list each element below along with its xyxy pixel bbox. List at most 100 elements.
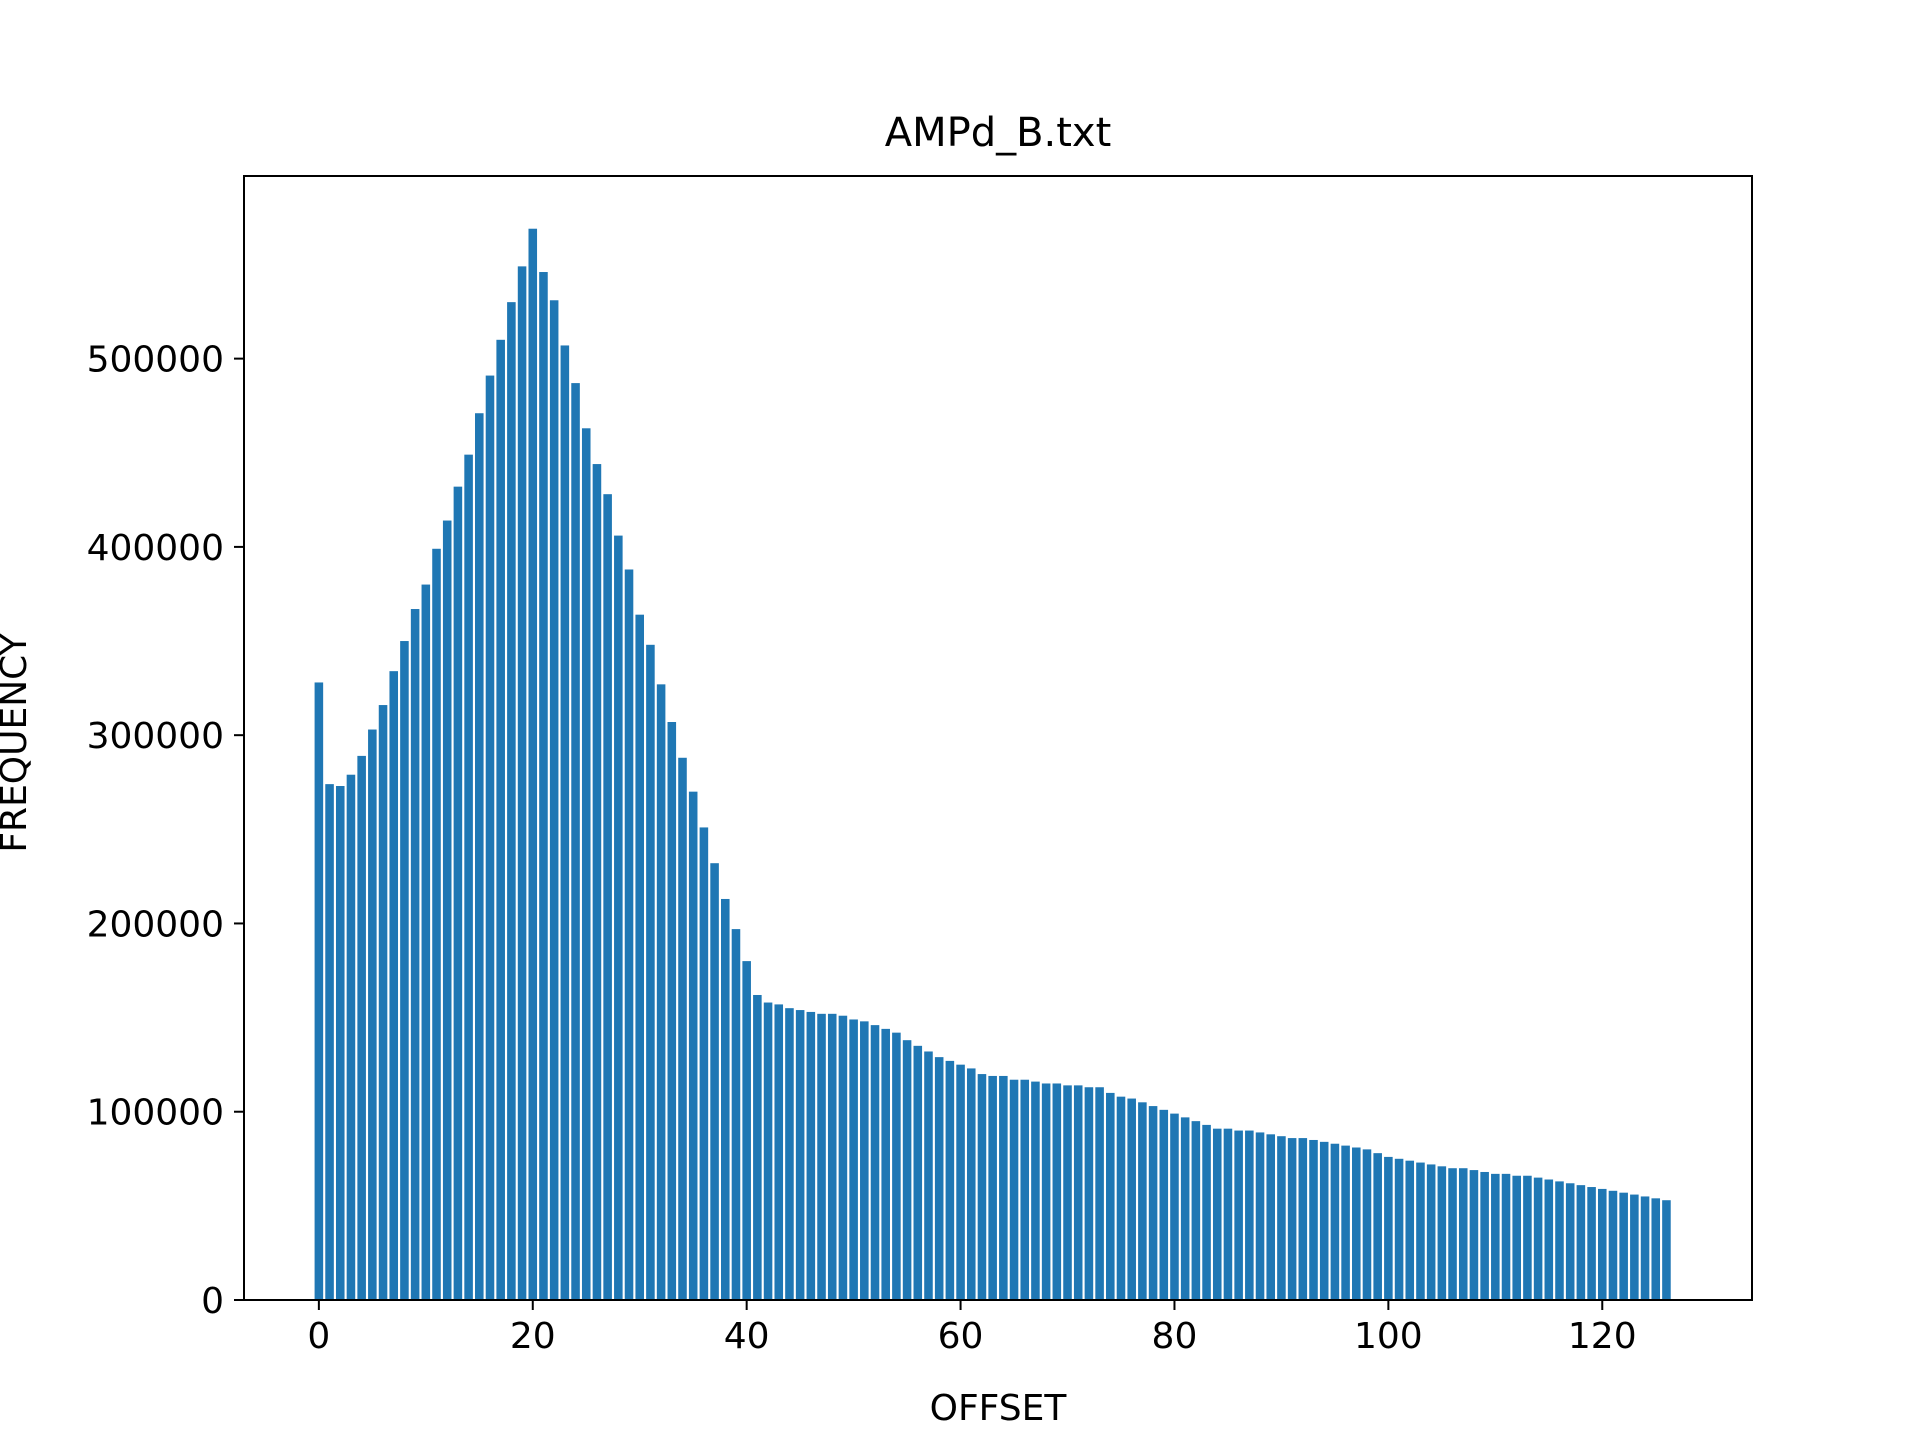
bar-offset-103 [1416,1162,1425,1300]
bar-offset-26 [592,464,602,1300]
bar-offset-68 [1041,1083,1051,1300]
bar-offset-119 [1587,1187,1596,1300]
bar-offset-82 [1191,1121,1201,1300]
bar-offset-69 [1052,1083,1062,1300]
bar-offset-105 [1437,1166,1447,1300]
bar-offset-72 [1084,1087,1094,1300]
bar-offset-114 [1533,1177,1543,1300]
x-tick-label: 40 [724,1316,770,1357]
bar-offset-29 [624,569,634,1300]
bar-offset-90 [1277,1136,1286,1300]
x-tick-label: 60 [938,1316,984,1357]
bar-offset-35 [688,791,698,1300]
x-tick-label: 100 [1354,1316,1423,1357]
bar-offset-43 [774,1004,784,1300]
bar-offset-19 [517,266,527,1300]
bar-offset-40 [742,961,751,1300]
y-tick-label: 200000 [87,904,224,945]
bar-offset-63 [988,1075,997,1300]
bar-offset-61 [966,1068,976,1300]
bar-offset-41 [753,994,762,1300]
bar-offset-91 [1287,1138,1297,1300]
bar-offset-50 [849,1019,858,1300]
x-axis-ticks: 0 20 40 60 80 100 120 [307,1300,1637,1357]
bar-offset-101 [1394,1158,1404,1300]
bar-offset-2 [335,786,345,1300]
bar-offset-92 [1298,1138,1308,1300]
bar-offset-75 [1116,1096,1126,1300]
bar-offset-9 [410,609,420,1300]
bar-offset-59 [945,1060,955,1300]
bar-offset-116 [1555,1181,1564,1300]
y-tick-label: 100000 [87,1093,224,1134]
bar-offset-93 [1309,1139,1318,1300]
bar-offset-65 [1009,1079,1019,1300]
bar-offset-37 [710,863,719,1300]
bar-offset-56 [913,1045,923,1300]
x-axis-label: OFFSET [930,1388,1068,1429]
bar-offset-120 [1597,1188,1607,1300]
bar-offset-109 [1480,1171,1489,1300]
bar-offset-38 [721,898,730,1300]
bar-offset-99 [1373,1153,1382,1300]
bar-offset-64 [999,1075,1008,1300]
x-tick-label: 80 [1152,1316,1198,1357]
bars-layer [314,228,1671,1301]
y-axis-ticks: 0 100000 200000 300000 400000 500000 [87,340,244,1322]
y-axis-label: FREQUENCY [0,632,35,852]
bar-offset-74 [1106,1092,1115,1300]
bar-offset-79 [1159,1109,1169,1300]
bar-offset-112 [1512,1175,1521,1300]
bar-offset-67 [1031,1081,1040,1300]
bar-offset-51 [860,1021,869,1300]
y-tick-label: 300000 [87,716,224,757]
bar-offset-49 [838,1015,848,1300]
bar-offset-23 [560,345,570,1300]
bar-offset-27 [603,494,612,1300]
bar-offset-1 [325,784,334,1300]
bar-offset-94 [1319,1141,1329,1300]
bar-offset-126 [1662,1200,1671,1300]
x-tick-label: 20 [510,1316,556,1357]
bar-offset-7 [389,671,399,1300]
bar-offset-16 [485,375,495,1300]
bar-offset-66 [1020,1079,1030,1300]
bar-offset-24 [571,383,580,1301]
bar-offset-95 [1330,1143,1340,1300]
bar-offset-55 [902,1040,912,1300]
bar-offset-11 [432,548,441,1300]
bar-offset-53 [881,1028,890,1300]
bar-offset-13 [453,486,463,1300]
bar-offset-20 [528,228,538,1301]
bar-offset-108 [1469,1170,1479,1300]
bar-offset-15 [475,413,484,1301]
bar-offset-25 [581,428,591,1300]
bar-offset-62 [977,1074,987,1300]
bar-offset-34 [678,757,687,1300]
bar-offset-17 [496,339,505,1300]
bar-offset-45 [795,1010,805,1300]
bar-offset-70 [1063,1085,1072,1300]
bar-offset-110 [1491,1173,1500,1300]
bar-offset-111 [1501,1173,1511,1300]
bar-offset-44 [785,1008,794,1300]
plot-frame [243,175,1753,1301]
bar-offset-100 [1384,1156,1393,1300]
bar-offset-76 [1127,1098,1136,1300]
bar-offset-47 [817,1013,826,1300]
bar-offset-97 [1352,1147,1361,1300]
bar-offset-39 [731,929,741,1300]
bar-offset-89 [1266,1134,1276,1300]
bar-offset-31 [646,644,655,1300]
bar-offset-8 [400,641,409,1300]
bar-offset-84 [1212,1128,1222,1300]
bar-offset-58 [934,1057,944,1300]
bar-offset-87 [1245,1130,1254,1300]
bar-offset-106 [1448,1168,1457,1300]
bar-offset-60 [956,1064,965,1300]
bar-offset-85 [1223,1128,1233,1300]
y-tick-label: 400000 [87,528,224,569]
chart-title: AMPd_B.txt [885,110,1112,156]
